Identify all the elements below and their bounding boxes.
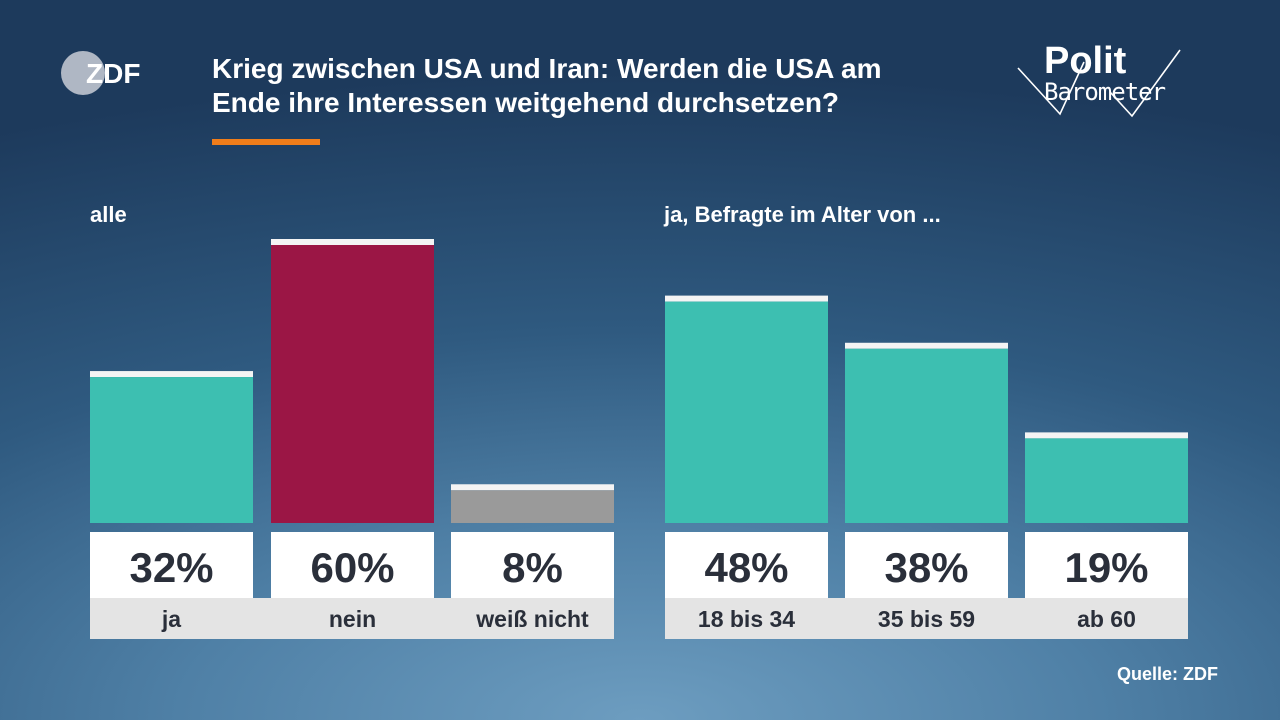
- politbarometer-logo-line1: Polit: [1044, 40, 1127, 82]
- bar-cap: [665, 295, 828, 302]
- value-label: 32%: [129, 544, 213, 591]
- value-label: 48%: [704, 544, 788, 591]
- category-label: ab 60: [1077, 606, 1136, 632]
- source-note: Quelle: ZDF: [1116, 664, 1218, 684]
- value-box: [845, 532, 1008, 598]
- value-box: [271, 532, 434, 598]
- bar-ja: [90, 377, 253, 523]
- value-box: [451, 532, 614, 598]
- zdf-logo: ZDF: [61, 51, 140, 95]
- bar-weiß-nicht: [451, 490, 614, 523]
- value-box: [1025, 532, 1188, 598]
- bar-18-bis-34: [665, 301, 828, 523]
- bar-nein: [271, 245, 434, 523]
- value-label: 38%: [884, 544, 968, 591]
- chart-title: Krieg zwischen USA und Iran: Werden die …: [212, 52, 992, 120]
- category-label: 35 bis 59: [878, 606, 975, 632]
- category-label: weiß nicht: [475, 606, 589, 632]
- category-label: ja: [161, 606, 181, 632]
- category-label: nein: [329, 606, 376, 632]
- chart-title-line1: Krieg zwischen USA und Iran: Werden die …: [212, 53, 882, 84]
- group-label-all: alle: [90, 202, 127, 227]
- value-label: 19%: [1064, 544, 1148, 591]
- category-strip: [90, 598, 614, 639]
- chart-title-line2: Ende ihre Interessen weitgehend durchset…: [212, 87, 840, 118]
- category-strip: [665, 598, 1188, 639]
- politbarometer-check-icon: [1017, 49, 1181, 118]
- bar-cap: [90, 371, 253, 378]
- value-box: [90, 532, 253, 598]
- bar-cap: [271, 239, 434, 245]
- title-accent-rule: [212, 139, 320, 145]
- politbarometer-logo-line2: Barometer: [1044, 78, 1166, 106]
- bar-ab-60: [1025, 438, 1188, 523]
- value-label: 60%: [310, 544, 394, 591]
- zdf-logo-text: ZDF: [86, 58, 140, 89]
- bar-35-bis-59: [845, 348, 1008, 523]
- bar-cap: [1025, 432, 1188, 439]
- value-box: [665, 532, 828, 598]
- bar-cap: [451, 484, 614, 491]
- value-label: 8%: [502, 544, 563, 591]
- bar-cap: [845, 342, 1008, 349]
- group-label-age: ja, Befragte im Alter von ...: [664, 202, 941, 227]
- category-label: 18 bis 34: [698, 606, 795, 632]
